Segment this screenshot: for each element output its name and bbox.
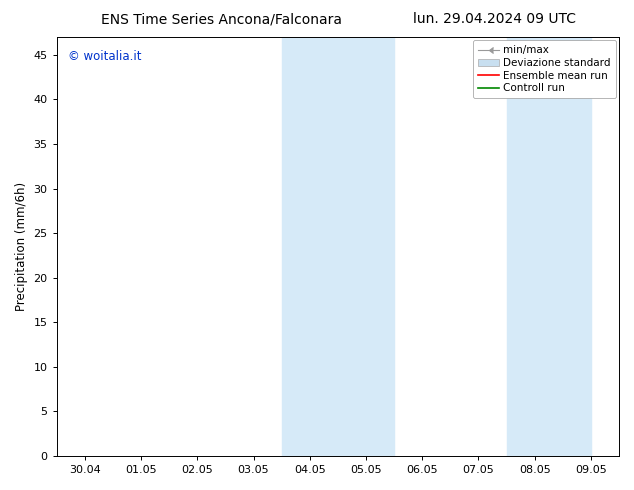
Bar — [281, 37, 394, 456]
Text: © woitalia.it: © woitalia.it — [68, 49, 141, 63]
Bar — [507, 37, 591, 456]
Text: ENS Time Series Ancona/Falconara: ENS Time Series Ancona/Falconara — [101, 12, 342, 26]
Text: lun. 29.04.2024 09 UTC: lun. 29.04.2024 09 UTC — [413, 12, 576, 26]
Legend: min/max, Deviazione standard, Ensemble mean run, Controll run: min/max, Deviazione standard, Ensemble m… — [473, 40, 616, 98]
Y-axis label: Precipitation (mm/6h): Precipitation (mm/6h) — [15, 182, 28, 311]
